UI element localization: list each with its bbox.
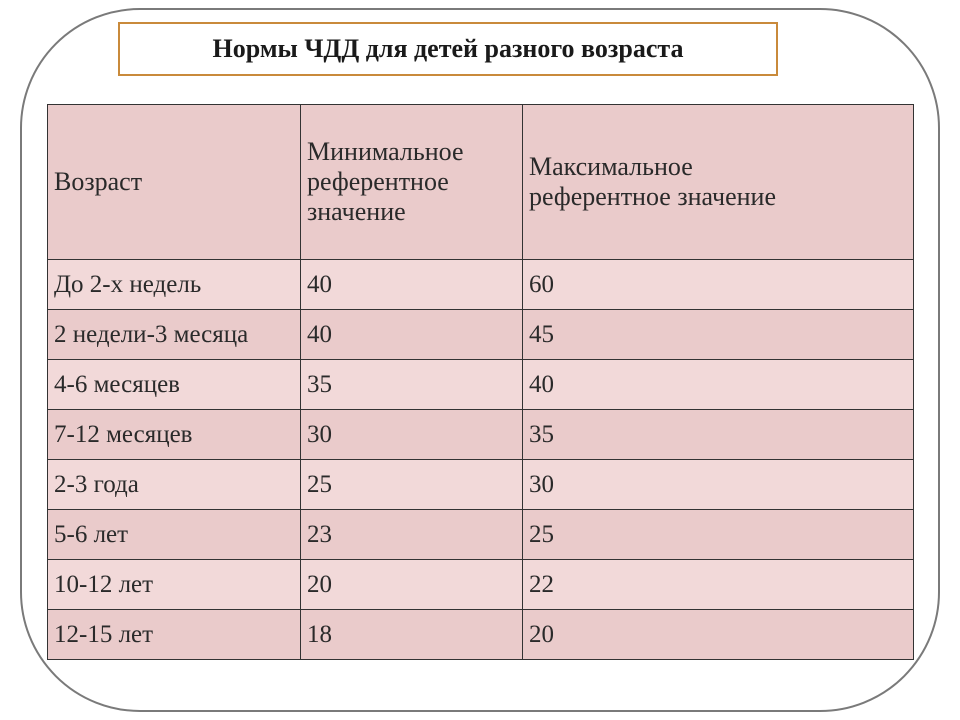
cell-min: 18 bbox=[301, 610, 523, 660]
cell-max: 60 bbox=[523, 260, 914, 310]
title-box: Нормы ЧДД для детей разного возраста bbox=[118, 22, 778, 76]
cell-age: 2 недели-3 месяца bbox=[48, 310, 301, 360]
cell-max: 25 bbox=[523, 510, 914, 560]
cell-min: 25 bbox=[301, 460, 523, 510]
cell-min: 23 bbox=[301, 510, 523, 560]
cell-max: 35 bbox=[523, 410, 914, 460]
cell-min: 20 bbox=[301, 560, 523, 610]
cell-min: 40 bbox=[301, 260, 523, 310]
table-row: 10-12 лет 20 22 bbox=[48, 560, 914, 610]
col-header-age: Возраст bbox=[48, 105, 301, 260]
cell-min: 35 bbox=[301, 360, 523, 410]
table-row: 12-15 лет 18 20 bbox=[48, 610, 914, 660]
table-row: 7-12 месяцев 30 35 bbox=[48, 410, 914, 460]
table-row: 2 недели-3 месяца 40 45 bbox=[48, 310, 914, 360]
cell-max: 30 bbox=[523, 460, 914, 510]
cell-age: 12-15 лет bbox=[48, 610, 301, 660]
table-row: 5-6 лет 23 25 bbox=[48, 510, 914, 560]
cell-age: 7-12 месяцев bbox=[48, 410, 301, 460]
respiratory-rate-table: Возраст Минимальное референтное значение… bbox=[47, 104, 914, 660]
cell-min: 30 bbox=[301, 410, 523, 460]
cell-min: 40 bbox=[301, 310, 523, 360]
cell-age: 5-6 лет bbox=[48, 510, 301, 560]
col-header-min: Минимальное референтное значение bbox=[301, 105, 523, 260]
table-header-row: Возраст Минимальное референтное значение… bbox=[48, 105, 914, 260]
cell-max: 40 bbox=[523, 360, 914, 410]
col-header-max: Максимальное референтное значение bbox=[523, 105, 914, 260]
table-row: 2-3 года 25 30 bbox=[48, 460, 914, 510]
table-row: До 2-х недель 40 60 bbox=[48, 260, 914, 310]
cell-max: 20 bbox=[523, 610, 914, 660]
cell-max: 22 bbox=[523, 560, 914, 610]
cell-age: 4-6 месяцев bbox=[48, 360, 301, 410]
cell-max: 45 bbox=[523, 310, 914, 360]
page-title: Нормы ЧДД для детей разного возраста bbox=[213, 34, 684, 64]
cell-age: 2-3 года bbox=[48, 460, 301, 510]
cell-age: 10-12 лет bbox=[48, 560, 301, 610]
cell-age: До 2-х недель bbox=[48, 260, 301, 310]
table-row: 4-6 месяцев 35 40 bbox=[48, 360, 914, 410]
